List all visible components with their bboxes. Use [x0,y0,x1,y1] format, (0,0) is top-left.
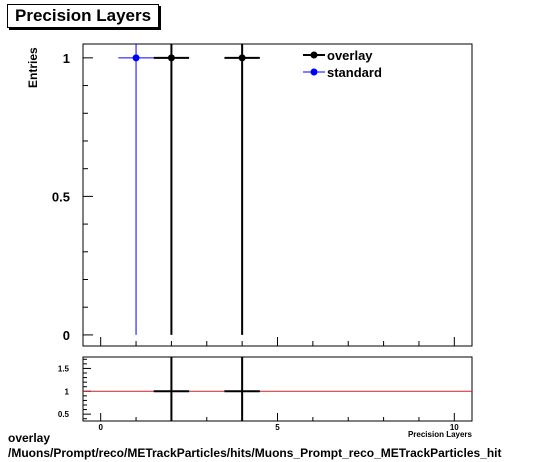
marker [167,54,175,62]
ratio-point [224,357,260,421]
ratio-point [153,357,190,421]
y-axis-label: Entries [26,47,40,88]
ratio-y-tick-label: 1 [65,387,70,396]
marker [132,54,140,62]
legend-marker [310,51,318,59]
main-plot: 0 0.5 1 Entries overlay standard [26,43,473,347]
y-tick-label: 0 [63,328,70,343]
ratio-x-tick-label: 5 [275,423,280,432]
ratio-y-tick-label: 1.5 [58,364,70,373]
chart-title: Precision Layers [15,6,152,25]
chart-title-box: Precision Layers [7,4,159,28]
footer-path: /Muons/Prompt/reco/METrackParticles/hits… [8,446,502,460]
legend-entry-overlay: overlay [303,48,373,63]
data-point-overlay [224,44,260,335]
data-point-overlay [153,44,190,335]
legend-label: standard [327,65,382,80]
y-tick-label: 1 [63,51,70,66]
plot-frame [82,43,473,347]
data-point-standard [118,44,154,335]
ratio-x-tick-label: 10 [450,423,459,432]
footer-label: overlay [8,431,51,445]
ratio-frame [82,356,473,422]
marker [238,54,246,62]
ratio-y-tick-label: 0.5 [58,410,70,419]
y-tick-label: 0.5 [52,189,70,204]
legend-entry-standard: standard [303,65,382,80]
x-axis-label: Precision Layers [408,430,473,439]
legend-marker [310,68,318,76]
legend-label: overlay [327,48,373,63]
ratio-x-tick-label: 0 [98,423,103,432]
